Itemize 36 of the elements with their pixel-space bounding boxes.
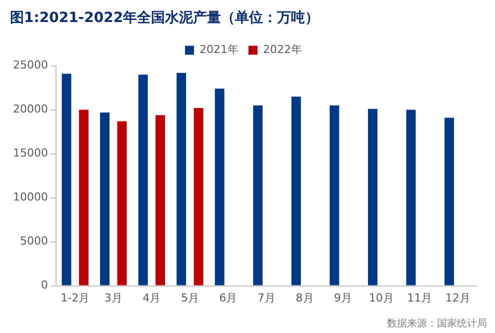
bar — [117, 121, 127, 286]
x-tick-label: 11月 — [407, 291, 432, 304]
y-tick-label: 5000 — [20, 234, 48, 248]
legend-label: 2021年 — [200, 43, 239, 56]
legend-label: 2022年 — [263, 43, 302, 56]
source-note: 数据来源：国家统计局 — [387, 318, 487, 330]
y-tick-label: 10000 — [12, 190, 48, 204]
x-tick-label: 10月 — [368, 291, 394, 304]
x-tick-label: 7月 — [257, 291, 276, 304]
y-tick-label: 15000 — [12, 146, 48, 160]
y-tick-label: 0 — [40, 278, 48, 292]
x-tick-label: 4月 — [142, 291, 161, 304]
chart-title: 图1:2021-2022年全国水泥产量（单位：万吨） — [10, 9, 320, 26]
bar — [444, 118, 454, 286]
bar — [176, 72, 186, 286]
bar — [291, 96, 301, 286]
bar — [100, 112, 110, 286]
bar — [62, 74, 72, 286]
bar — [156, 115, 166, 286]
x-tick-label: 3月 — [104, 291, 122, 304]
bar — [138, 74, 148, 286]
bar — [253, 105, 263, 286]
bar — [368, 108, 378, 286]
bar — [330, 105, 340, 286]
bar — [406, 110, 416, 286]
bar — [79, 110, 88, 286]
x-tick-label: 8月 — [296, 291, 314, 304]
x-tick-label: 6月 — [219, 291, 238, 304]
x-tick-label: 9月 — [334, 291, 352, 304]
y-tick-label: 25000 — [12, 58, 48, 72]
y-tick-label: 20000 — [12, 102, 48, 116]
x-tick-label: 1-2月 — [60, 291, 90, 304]
bar — [194, 108, 204, 286]
bar — [214, 88, 224, 286]
x-tick-label: 5月 — [180, 291, 199, 304]
x-tick-label: 12月 — [445, 291, 470, 304]
